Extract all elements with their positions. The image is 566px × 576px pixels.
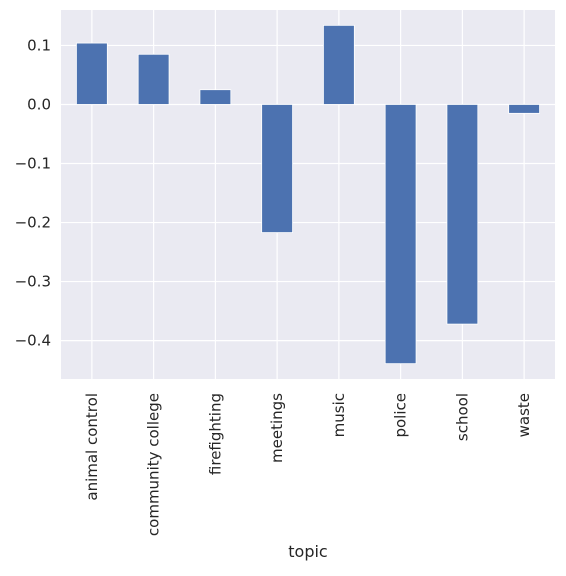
x-tick-label: school	[453, 393, 471, 441]
bar-waste	[508, 104, 540, 114]
plot-area	[61, 10, 555, 379]
bar-community-college	[137, 53, 170, 105]
x-tick-label: animal control	[83, 393, 101, 501]
x-axis-label: topic	[288, 542, 327, 561]
y-tick-label: −0.4	[15, 332, 51, 350]
x-tick-label: firefighting	[206, 393, 224, 475]
bar-meetings	[261, 104, 293, 233]
x-tick-label: police	[392, 393, 410, 438]
y-axis-ticks: 0.1 0.0 −0.1 −0.2 −0.3 −0.4	[15, 36, 51, 349]
x-tick-label: music	[330, 393, 348, 437]
bar-school	[446, 104, 479, 325]
x-axis-ticks: animal control community college firefight…	[83, 393, 533, 536]
bars	[76, 24, 540, 365]
x-tick-label: meetings	[268, 393, 286, 463]
x-tick-label: waste	[515, 393, 533, 437]
y-tick-label: −0.3	[15, 273, 51, 291]
x-tick-label: community college	[145, 393, 163, 536]
bar-police	[384, 104, 417, 365]
bar-animal-control	[76, 42, 108, 105]
y-tick-label: 0.0	[27, 95, 51, 113]
y-tick-label: 0.1	[27, 36, 51, 54]
bar-firefighting	[199, 89, 232, 105]
y-tick-label: −0.2	[15, 214, 51, 232]
bar-music	[323, 24, 355, 105]
y-tick-label: −0.1	[15, 155, 51, 173]
